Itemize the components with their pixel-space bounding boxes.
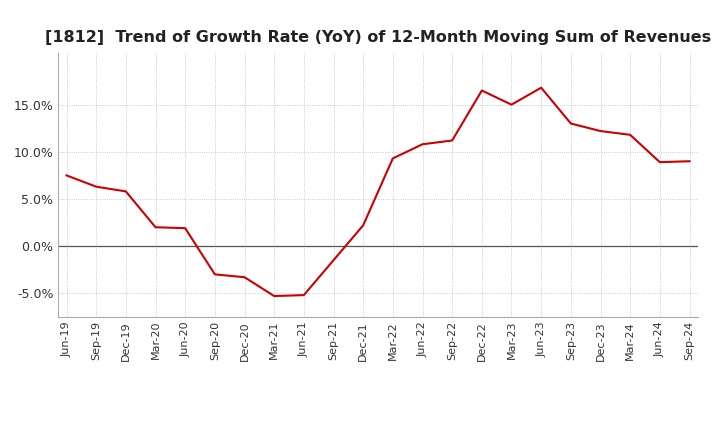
Title: [1812]  Trend of Growth Rate (YoY) of 12-Month Moving Sum of Revenues: [1812] Trend of Growth Rate (YoY) of 12-… — [45, 29, 711, 45]
